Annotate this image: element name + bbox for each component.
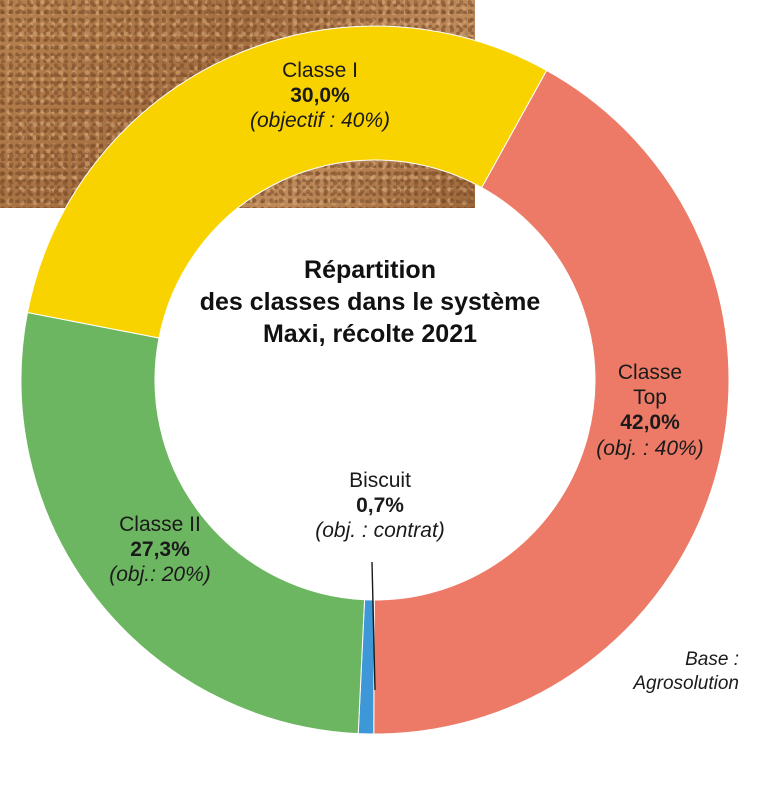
slice-classe-ii [20, 311, 366, 735]
slice-name: Classe I [282, 59, 358, 82]
slice-target: (obj.: 20%) [109, 563, 211, 587]
slice-label-classe-ii: Classe II 27,3% (obj.: 20%) [50, 512, 270, 588]
slice-value: 0,7% [356, 494, 404, 518]
chart-title-line: des classes dans le système [199, 288, 541, 316]
chart-title-line: Répartition [304, 256, 436, 284]
slice-name: Classe II [119, 513, 201, 536]
source-note-line: Base : [685, 649, 739, 670]
slice-name: Top [633, 386, 667, 410]
donut-slices [20, 25, 730, 735]
slice-classe-i [26, 25, 548, 339]
slice-value: 30,0% [290, 84, 350, 108]
slice-target: (obj. : 40%) [596, 436, 704, 460]
source-note: Base : Agrosolution [633, 648, 739, 696]
slice-label-classe-top: Classe Top 42,0% (obj. : 40%) [560, 360, 740, 461]
slice-value: 42,0% [620, 411, 680, 435]
slice-name: Biscuit [349, 469, 411, 492]
chart-title: Répartition des classes dans le système … [160, 254, 580, 350]
biscuit-leader-line [371, 561, 376, 691]
slice-value: 27,3% [130, 538, 190, 562]
slice-name: Classe [617, 361, 683, 384]
slice-classe-top [373, 69, 730, 735]
source-note-line: Agrosolution [633, 672, 739, 694]
slice-label-classe-i: Classe I 30,0% (objectif : 40%) [190, 58, 450, 134]
slice-target: (obj. : contrat) [315, 519, 445, 543]
chart-title-line: Maxi, récolte 2021 [262, 320, 477, 348]
slice-label-biscuit: Biscuit 0,7% (obj. : contrat) [270, 468, 490, 544]
slice-target: (objectif : 40%) [249, 109, 391, 133]
